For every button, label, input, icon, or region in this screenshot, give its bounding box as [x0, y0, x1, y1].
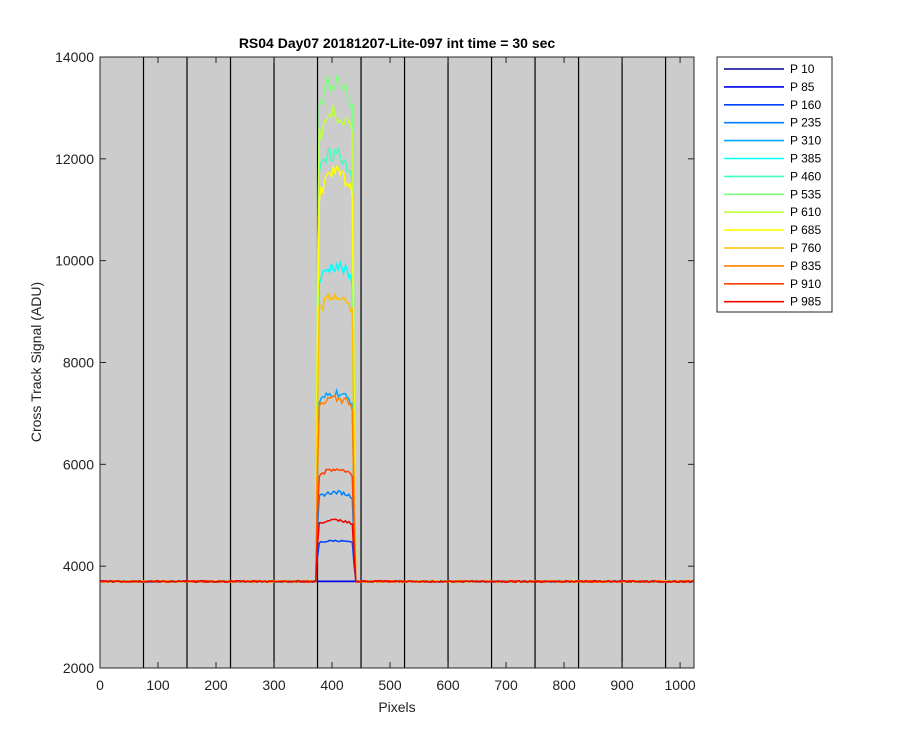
series-line-p-985	[99, 518, 694, 584]
x-tick-label: 200	[204, 677, 228, 693]
x-tick-label: 700	[494, 677, 518, 693]
y-axis-ticks: 2000 4000 6000 8000 10000 12000 14000	[55, 49, 694, 676]
plot-background	[100, 57, 694, 668]
legend-label: P 610	[790, 205, 821, 219]
y-tick-label: 4000	[63, 558, 94, 574]
legend-label: P 385	[790, 152, 821, 166]
legend-label: P 85	[790, 80, 815, 94]
legend-label: P 535	[790, 187, 821, 201]
legend-label: P 160	[790, 98, 821, 112]
y-tick-label: 2000	[63, 660, 94, 676]
chart-title: RS04 Day07 20181207-Lite-097 int time = …	[239, 35, 556, 51]
legend-label: P 910	[790, 277, 821, 291]
legend-label: P 310	[790, 134, 821, 148]
series-lines	[99, 75, 694, 584]
y-axis-label: Cross Track Signal (ADU)	[28, 282, 44, 442]
y-tick-label: 12000	[55, 151, 94, 167]
legend-label: P 760	[790, 241, 821, 255]
x-tick-label: 100	[146, 677, 170, 693]
y-tick-label: 8000	[63, 355, 94, 371]
legend-label: P 835	[790, 259, 821, 273]
x-tick-label: 0	[96, 677, 104, 693]
x-axis-label: Pixels	[378, 699, 415, 715]
y-tick-label: 14000	[55, 49, 94, 65]
x-tick-label: 600	[436, 677, 460, 693]
y-tick-label: 10000	[55, 253, 94, 269]
x-tick-label: 400	[320, 677, 344, 693]
legend-label: P 685	[790, 223, 821, 237]
legend: P 10 P 85 P 160 P 235 P 310 P 385 P 460 P 535 P …	[716, 56, 833, 313]
legend-label: P 985	[790, 295, 821, 309]
legend-items: P 10 P 85 P 160 P 235 P 310 P 385 P 460 P 535 P …	[724, 62, 821, 309]
x-tick-label: 500	[378, 677, 402, 693]
x-tick-label: 800	[552, 677, 576, 693]
y-tick-label: 6000	[63, 456, 94, 472]
legend-box	[716, 56, 833, 313]
legend-label: P 10	[790, 62, 815, 76]
x-tick-label: 300	[262, 677, 286, 693]
x-tick-label: 1000	[665, 677, 696, 693]
legend-label: P 460	[790, 169, 821, 183]
x-tick-label: 900	[610, 677, 634, 693]
x-axis-ticks: 0 100 200 300 400 500 600 700 800 900 1000	[96, 57, 696, 693]
legend-label: P 235	[790, 116, 821, 130]
